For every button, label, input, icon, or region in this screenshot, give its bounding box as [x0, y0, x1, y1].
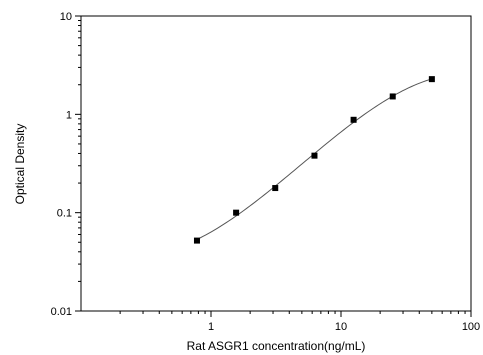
data-point — [311, 152, 318, 159]
data-points — [193, 76, 435, 244]
x-tick-label: 100 — [462, 321, 480, 333]
y-tick-label: 1 — [66, 109, 72, 121]
y-axis-ticks: 0.01 0.1 1 10 — [51, 11, 81, 318]
y-tick-label: 0.01 — [51, 306, 72, 318]
data-point — [233, 209, 240, 216]
x-axis-title: Rat ASGR1 concentration(ng/mL) — [187, 339, 366, 353]
data-point — [428, 76, 435, 83]
x-tick-label: 1 — [208, 321, 214, 333]
data-point — [272, 185, 279, 192]
y-tick-label: 10 — [60, 11, 72, 23]
x-axis-ticks: 1 10 100 — [119, 311, 480, 333]
plot-frame — [80, 15, 472, 312]
data-point — [389, 93, 396, 100]
x-tick-label: 10 — [335, 321, 347, 333]
y-axis-title: Optical Density — [13, 124, 27, 205]
data-point — [350, 116, 357, 123]
fit-curve-line — [196, 78, 433, 240]
data-point — [193, 237, 200, 244]
y-tick-label: 0.1 — [57, 208, 72, 220]
